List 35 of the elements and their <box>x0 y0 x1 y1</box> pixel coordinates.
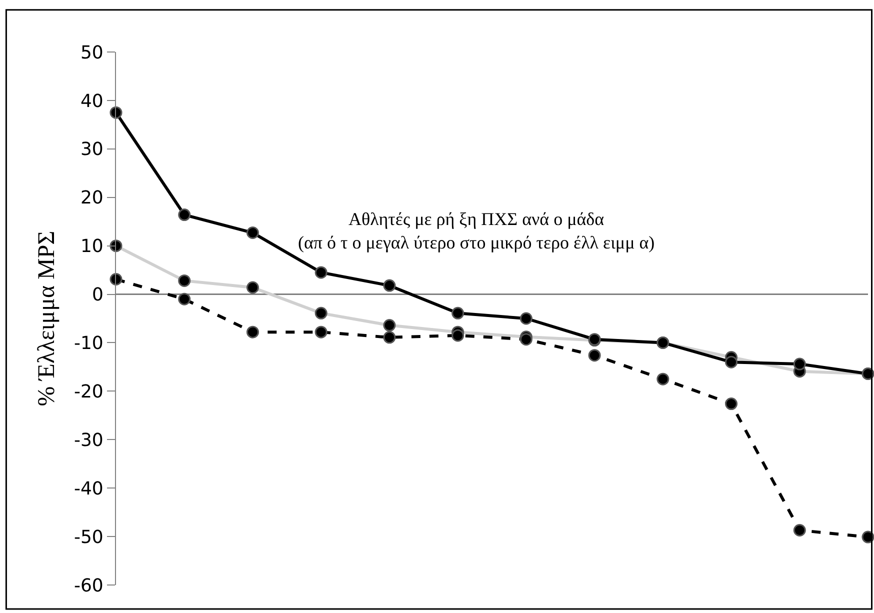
y-tick-label: 10 <box>80 236 104 258</box>
y-tick-label: -20 <box>74 381 104 402</box>
point <box>110 106 122 119</box>
point <box>656 372 670 386</box>
point <box>110 273 122 286</box>
point <box>520 312 532 325</box>
point <box>178 292 191 306</box>
y-tick-label: -30 <box>74 430 104 451</box>
point <box>246 326 259 338</box>
point <box>793 358 806 370</box>
point <box>793 524 806 536</box>
point <box>862 530 874 544</box>
y-tick-label: -40 <box>74 478 104 500</box>
point <box>725 356 738 368</box>
y-tick-label: 50 <box>80 42 104 64</box>
point <box>314 326 328 338</box>
point <box>383 331 396 344</box>
annotation: Αθλητές με ρή ξη ΠΧΣ ανά ο μάδα (απ ό τ ο μεγαλ ύτερο στο μικρό τερο έλλ ειμμ α) <box>298 209 655 252</box>
y-tick-label: -60 <box>74 575 104 596</box>
y-tick-label: 30 <box>80 139 104 160</box>
point <box>520 333 532 346</box>
point <box>246 226 259 239</box>
y-tick-label: 40 <box>80 90 104 112</box>
point <box>452 329 464 342</box>
point <box>314 266 328 279</box>
point <box>178 208 191 222</box>
point <box>452 306 464 320</box>
y-tick-label: -50 <box>74 526 104 548</box>
point <box>383 279 396 292</box>
y-tick-label: 0 <box>92 284 104 306</box>
point <box>588 349 601 362</box>
y-tick-label: -10 <box>74 333 104 354</box>
point <box>725 398 738 410</box>
y-axis-title: % Έλλειμμα ΜΡΣ <box>34 230 60 406</box>
y-tick-label: 20 <box>80 188 104 209</box>
